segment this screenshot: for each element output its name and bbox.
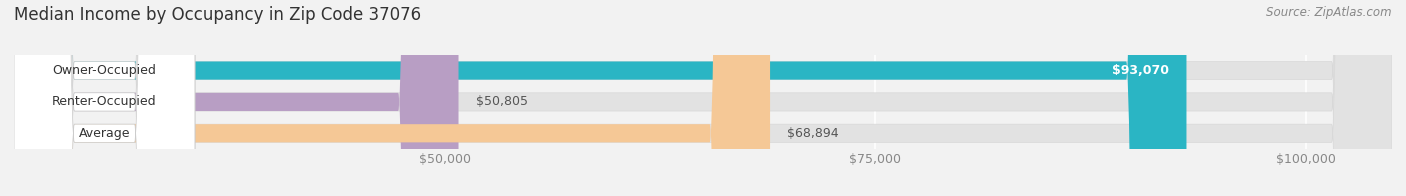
FancyBboxPatch shape <box>14 0 195 196</box>
Text: Average: Average <box>79 127 131 140</box>
FancyBboxPatch shape <box>14 0 195 196</box>
Text: $93,070: $93,070 <box>1112 64 1170 77</box>
Text: Owner-Occupied: Owner-Occupied <box>52 64 156 77</box>
FancyBboxPatch shape <box>14 0 1187 196</box>
Text: $68,894: $68,894 <box>787 127 839 140</box>
Text: Renter-Occupied: Renter-Occupied <box>52 95 157 108</box>
Text: $50,805: $50,805 <box>475 95 527 108</box>
FancyBboxPatch shape <box>14 0 195 196</box>
FancyBboxPatch shape <box>14 0 458 196</box>
Text: Median Income by Occupancy in Zip Code 37076: Median Income by Occupancy in Zip Code 3… <box>14 6 422 24</box>
FancyBboxPatch shape <box>14 0 1392 196</box>
FancyBboxPatch shape <box>14 0 1392 196</box>
Text: Source: ZipAtlas.com: Source: ZipAtlas.com <box>1267 6 1392 19</box>
FancyBboxPatch shape <box>14 0 770 196</box>
FancyBboxPatch shape <box>14 0 1392 196</box>
